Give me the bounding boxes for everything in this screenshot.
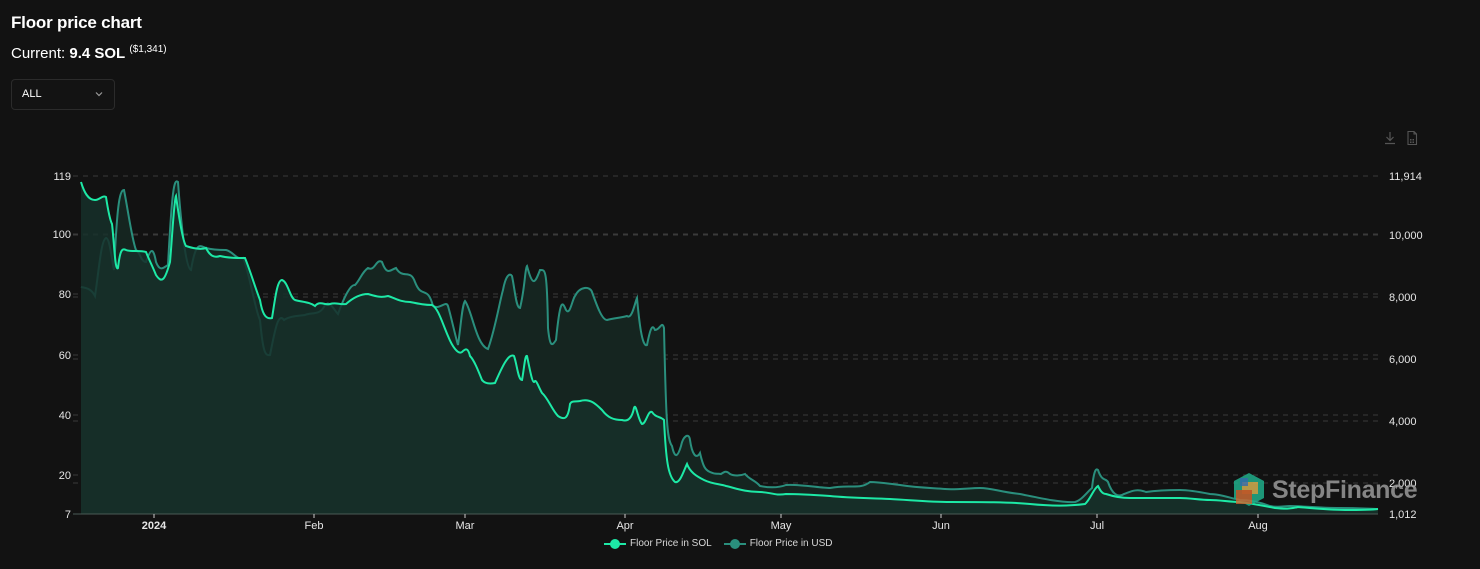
- time-range-value: ALL: [22, 88, 42, 100]
- right-y-axis: 11,914 10,000 8,000 6,000 4,000 2,000 1,…: [1389, 171, 1423, 521]
- y-right-label: 1,012: [1389, 509, 1417, 521]
- y-left-label: 7: [65, 509, 71, 521]
- usd-line: [80, 180, 1379, 510]
- y-right-label: 8,000: [1389, 292, 1417, 304]
- legend-label-usd: Floor Price in USD: [749, 538, 833, 549]
- x-label: Jun: [932, 520, 950, 532]
- y-left-label: 100: [53, 229, 71, 241]
- y-left-label: 80: [59, 289, 71, 301]
- legend-label-sol: Floor Price in SOL: [630, 538, 712, 549]
- time-range-select[interactable]: ALL: [11, 79, 115, 110]
- legend-item-sol[interactable]: Floor Price in SOL: [604, 538, 712, 549]
- download-icon[interactable]: [1383, 130, 1397, 146]
- y-left-label: 60: [59, 350, 71, 362]
- y-left-label: 20: [59, 470, 71, 482]
- legend-item-usd[interactable]: Floor Price in USD: [723, 538, 833, 549]
- y-left-label: 119: [53, 171, 71, 183]
- chevron-down-icon: [95, 92, 103, 97]
- y-right-label: 11,914: [1389, 171, 1422, 183]
- x-label: Feb: [305, 520, 324, 532]
- chart-toolbar: [1383, 130, 1419, 146]
- y-right-label: 4,000: [1389, 416, 1417, 428]
- x-axis-ticks: [153, 514, 1259, 518]
- x-axis: 2024 Feb Mar Apr May Jun Jul Aug: [142, 520, 1268, 532]
- y-right-label: 10,000: [1389, 230, 1423, 242]
- current-price: Current: 9.4 SOL ($1,341): [11, 44, 167, 62]
- x-label: Apr: [616, 520, 633, 532]
- legend-marker-usd-icon: [723, 538, 746, 549]
- chart-legend: Floor Price in SOL Floor Price in USD: [604, 538, 833, 549]
- left-y-axis: 119 100 80 60 40 20 7: [53, 171, 71, 521]
- y-right-label: 6,000: [1389, 354, 1417, 366]
- current-usd-value: ($1,341): [129, 44, 167, 55]
- sol-area: [81, 182, 1378, 514]
- legend-marker-sol-icon: [604, 538, 626, 549]
- x-label: Mar: [456, 520, 475, 532]
- y-left-label: 40: [59, 410, 71, 422]
- document-icon[interactable]: [1405, 130, 1419, 146]
- current-sol-value: 9.4 SOL: [69, 45, 126, 62]
- x-label: Jul: [1090, 520, 1104, 532]
- y-right-label: 2,000: [1389, 478, 1417, 490]
- current-label: Current:: [11, 45, 66, 62]
- x-label: May: [771, 520, 792, 532]
- sol-line: [80, 181, 1379, 512]
- x-label: Aug: [1248, 520, 1268, 532]
- chart-title: Floor price chart: [11, 13, 142, 32]
- x-label: 2024: [142, 520, 167, 532]
